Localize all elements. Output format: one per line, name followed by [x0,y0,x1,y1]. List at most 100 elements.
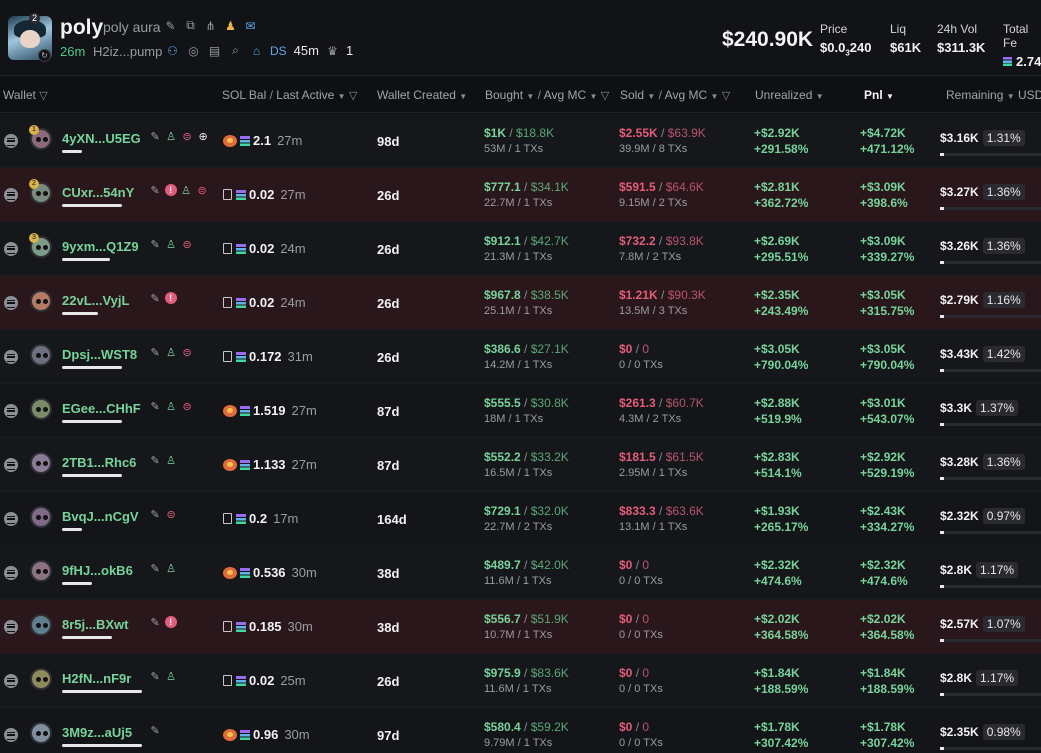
col-bought[interactable]: Bought ▼ / Avg MC ▼ ▽ [485,88,610,102]
row-menu-icon[interactable] [4,728,18,742]
table-row[interactable]: 1 4yXN...U5EG ✎ ♙ ⊜ ⊕ 2.1 27m 98d $1K / $18… [0,114,1041,168]
table-row[interactable]: BvqJ...nCgV ✎ ⊜ 0.2 17m 164d $729.1 / $32… [0,492,1041,546]
avatar[interactable] [30,506,52,528]
row-menu-icon[interactable] [4,404,18,418]
col-wallet[interactable]: Wallet ▽ [3,88,48,102]
wallet-address[interactable]: BvqJ...nCgV [62,509,139,524]
col-pnl[interactable]: Pnl ▼ [864,88,894,102]
alert-icon[interactable]: ! [164,184,177,196]
row-menu-icon[interactable] [4,674,18,688]
edit-icon[interactable]: ✎ [150,455,160,467]
avatar[interactable] [30,344,52,366]
edit-icon[interactable]: ✎ [150,617,160,629]
search-icon[interactable]: ⌕ [232,43,239,57]
sold-avg-mc: 0 [642,720,650,734]
layers-icon[interactable]: ⊜ [182,401,192,413]
token-image[interactable] [8,16,52,60]
col-wallet-created[interactable]: Wallet Created ▼ [377,88,468,102]
layers-icon[interactable]: ⊜ [182,131,192,143]
avatar[interactable] [30,290,52,312]
edit-icon[interactable]: ✎ [150,185,160,197]
col-sold[interactable]: Sold ▼ / Avg MC ▼ ▽ [620,88,731,102]
row-menu-icon[interactable] [4,350,18,364]
edit-icon[interactable]: ✎ [150,671,160,683]
wallet-address[interactable]: 22vL...VyjL [62,293,130,308]
tracked-icon[interactable]: ♙ [166,401,177,413]
dex-icon[interactable]: ⌂ [252,43,261,58]
edit-icon[interactable]: ✎ [150,293,160,305]
col-remaining[interactable]: Remaining ▼ USD [946,88,1041,102]
table-row[interactable]: 2 CUxr...54nY ✎! ♙ ⊜ 0.02 27m 26d $777.1 /… [0,168,1041,222]
layers-icon[interactable]: ⊜ [166,509,176,521]
avatar[interactable] [30,614,52,636]
wallet-address[interactable]: 9yxm...Q1Z9 [62,239,139,254]
edit-icon[interactable]: ✎ [150,509,160,521]
alert-icon[interactable]: ! [164,292,177,304]
avatar[interactable] [30,668,52,690]
edit-icon[interactable]: ✎ [165,18,176,33]
table-row[interactable]: 8r5j...BXwt ✎! 0.185 30m 38d $556.7 / $5… [0,600,1041,654]
tracked-icon[interactable]: ♙ [166,131,177,143]
edit-icon[interactable]: ✎ [150,239,160,251]
wallet-address[interactable]: 4yXN...U5EG [62,131,141,146]
edit-icon[interactable]: ✎ [150,131,160,143]
row-menu-icon[interactable] [4,458,18,472]
tracked-icon[interactable]: ♙ [166,671,177,683]
col-sol-bal[interactable]: SOL Bal / Last Active ▼ ▽ [222,88,358,102]
avatar[interactable] [30,560,52,582]
avatar[interactable] [30,452,52,474]
sold-sub: 7.8M / 2 TXs [619,251,682,263]
layers-icon[interactable]: ⊜ [197,185,207,197]
twitter-icon[interactable]: ▤ [208,43,221,58]
wallet-address[interactable]: Dpsj...WST8 [62,347,138,362]
wallet-address[interactable]: EGee...CHhF [62,401,141,416]
row-menu-icon[interactable] [4,512,18,526]
layers-icon[interactable]: ⊜ [182,347,192,359]
table-row[interactable]: 2TB1...Rhc6 ✎ ♙ 1.133 27m 87d $552.2 / $3… [0,438,1041,492]
edit-icon[interactable]: ✎ [150,401,160,413]
edit-icon[interactable]: ✎ [150,347,160,359]
wallet-address[interactable]: CUxr...54nY [62,185,135,200]
col-unrealized[interactable]: Unrealized ▼ [755,88,824,102]
table-row[interactable]: 3M9z...aUj5 ✎ 0.96 30m 97d $580.4 / $59.… [0,708,1041,753]
row-menu-icon[interactable] [4,188,18,202]
edit-icon[interactable]: ✎ [150,563,160,575]
table-row[interactable]: 3 9yxm...Q1Z9 ✎ ♙ ⊜ 0.02 24m 26d $912.1 / … [0,222,1041,276]
community-icon[interactable]: ♟ [225,18,236,33]
alert-icon[interactable]: ! [164,616,177,628]
token-address[interactable]: H2iz...pump [93,44,163,59]
avatar[interactable] [30,398,52,420]
row-menu-icon[interactable] [4,134,18,148]
wallet-address[interactable]: 9fHJ...okB6 [62,563,133,578]
tracked-icon[interactable]: ♙ [181,185,192,197]
table-row[interactable]: EGee...CHhF ✎ ♙ ⊜ 1.519 27m 87d $555.5 / $… [0,384,1041,438]
table-row[interactable]: H2fN...nF9r ✎ ♙ 0.02 25m 26d $975.9 / $83… [0,654,1041,708]
tracked-icon[interactable]: ♙ [166,563,177,575]
target-icon[interactable]: ⊕ [198,131,208,143]
share-icon[interactable]: ⋔ [205,18,216,33]
tracked-icon[interactable]: ♙ [166,347,177,359]
layers-icon[interactable]: ⊜ [182,239,192,251]
chat-icon[interactable]: ✉ [245,18,256,33]
tracked-icon[interactable]: ♙ [166,239,177,251]
avatar[interactable] [30,182,52,204]
holders-icon[interactable]: ⚇ [167,43,178,58]
wallet-address[interactable]: 8r5j...BXwt [62,617,129,632]
table-row[interactable]: 9fHJ...okB6 ✎ ♙ 0.536 30m 38d $489.7 / $4… [0,546,1041,600]
row-menu-icon[interactable] [4,620,18,634]
website-icon[interactable]: ◎ [188,43,199,58]
wallet-address[interactable]: H2fN...nF9r [62,671,132,686]
tracked-icon[interactable]: ♙ [166,455,177,467]
table-row[interactable]: Dpsj...WST8 ✎ ♙ ⊜ 0.172 31m 26d $386.6 / $… [0,330,1041,384]
edit-icon[interactable]: ✎ [150,725,160,737]
sol-icon [1003,57,1012,66]
row-menu-icon[interactable] [4,242,18,256]
wallet-address[interactable]: 3M9z...aUj5 [62,725,133,740]
table-row[interactable]: 22vL...VyjL ✎! 0.02 24m 26d $967.8 / $38… [0,276,1041,330]
wallet-address[interactable]: 2TB1...Rhc6 [62,455,137,470]
link-icon[interactable]: ↻ [38,49,51,62]
avatar[interactable] [30,722,52,744]
copy-icon[interactable]: ⧉ [186,18,195,32]
row-menu-icon[interactable] [4,566,18,580]
row-menu-icon[interactable] [4,296,18,310]
